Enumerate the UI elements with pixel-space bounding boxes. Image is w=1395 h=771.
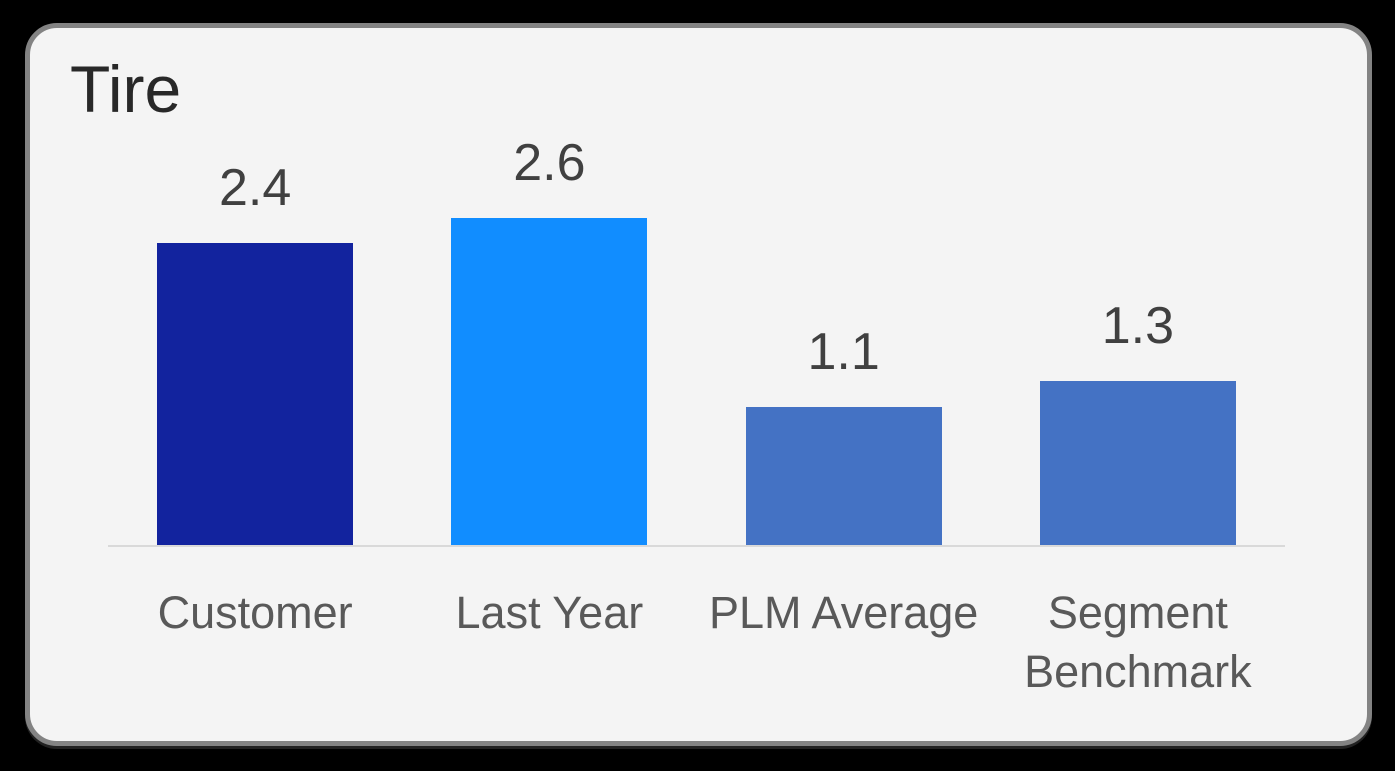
bar	[745, 407, 942, 545]
chart-title: Tire	[70, 52, 182, 126]
bar-column: 1.1	[697, 326, 991, 545]
bar-value-label: 1.1	[807, 323, 880, 381]
bar-column: 2.4	[108, 162, 402, 545]
bar-value-label: 1.3	[1101, 297, 1175, 355]
category-label: Customer	[157, 587, 353, 638]
bar	[157, 243, 354, 545]
bars-area: 2.4 2.6 1.1 1.3	[108, 28, 1285, 545]
bar-column: 2.6	[402, 137, 696, 545]
bar	[451, 218, 648, 545]
chart-card: Tire 2.4 2.6 1.1 1.3 Customer Last Year PLM A…	[25, 23, 1372, 746]
bar-chart: 2.4 2.6 1.1 1.3 Customer Last Year PLM Averag…	[108, 28, 1285, 702]
bar-value-label: 2.6	[513, 134, 586, 192]
category-label: Last Year	[455, 587, 644, 638]
category-label: Segment Benchmark	[1024, 587, 1252, 698]
bar	[1039, 381, 1236, 545]
category-axis: Customer Last Year PLM Average Segment Benc…	[108, 547, 1285, 702]
category-label: PLM Average	[708, 587, 979, 638]
bar-column: 1.3	[991, 300, 1285, 545]
x-axis-line	[108, 545, 1285, 547]
bar-value-label: 2.4	[218, 159, 292, 217]
